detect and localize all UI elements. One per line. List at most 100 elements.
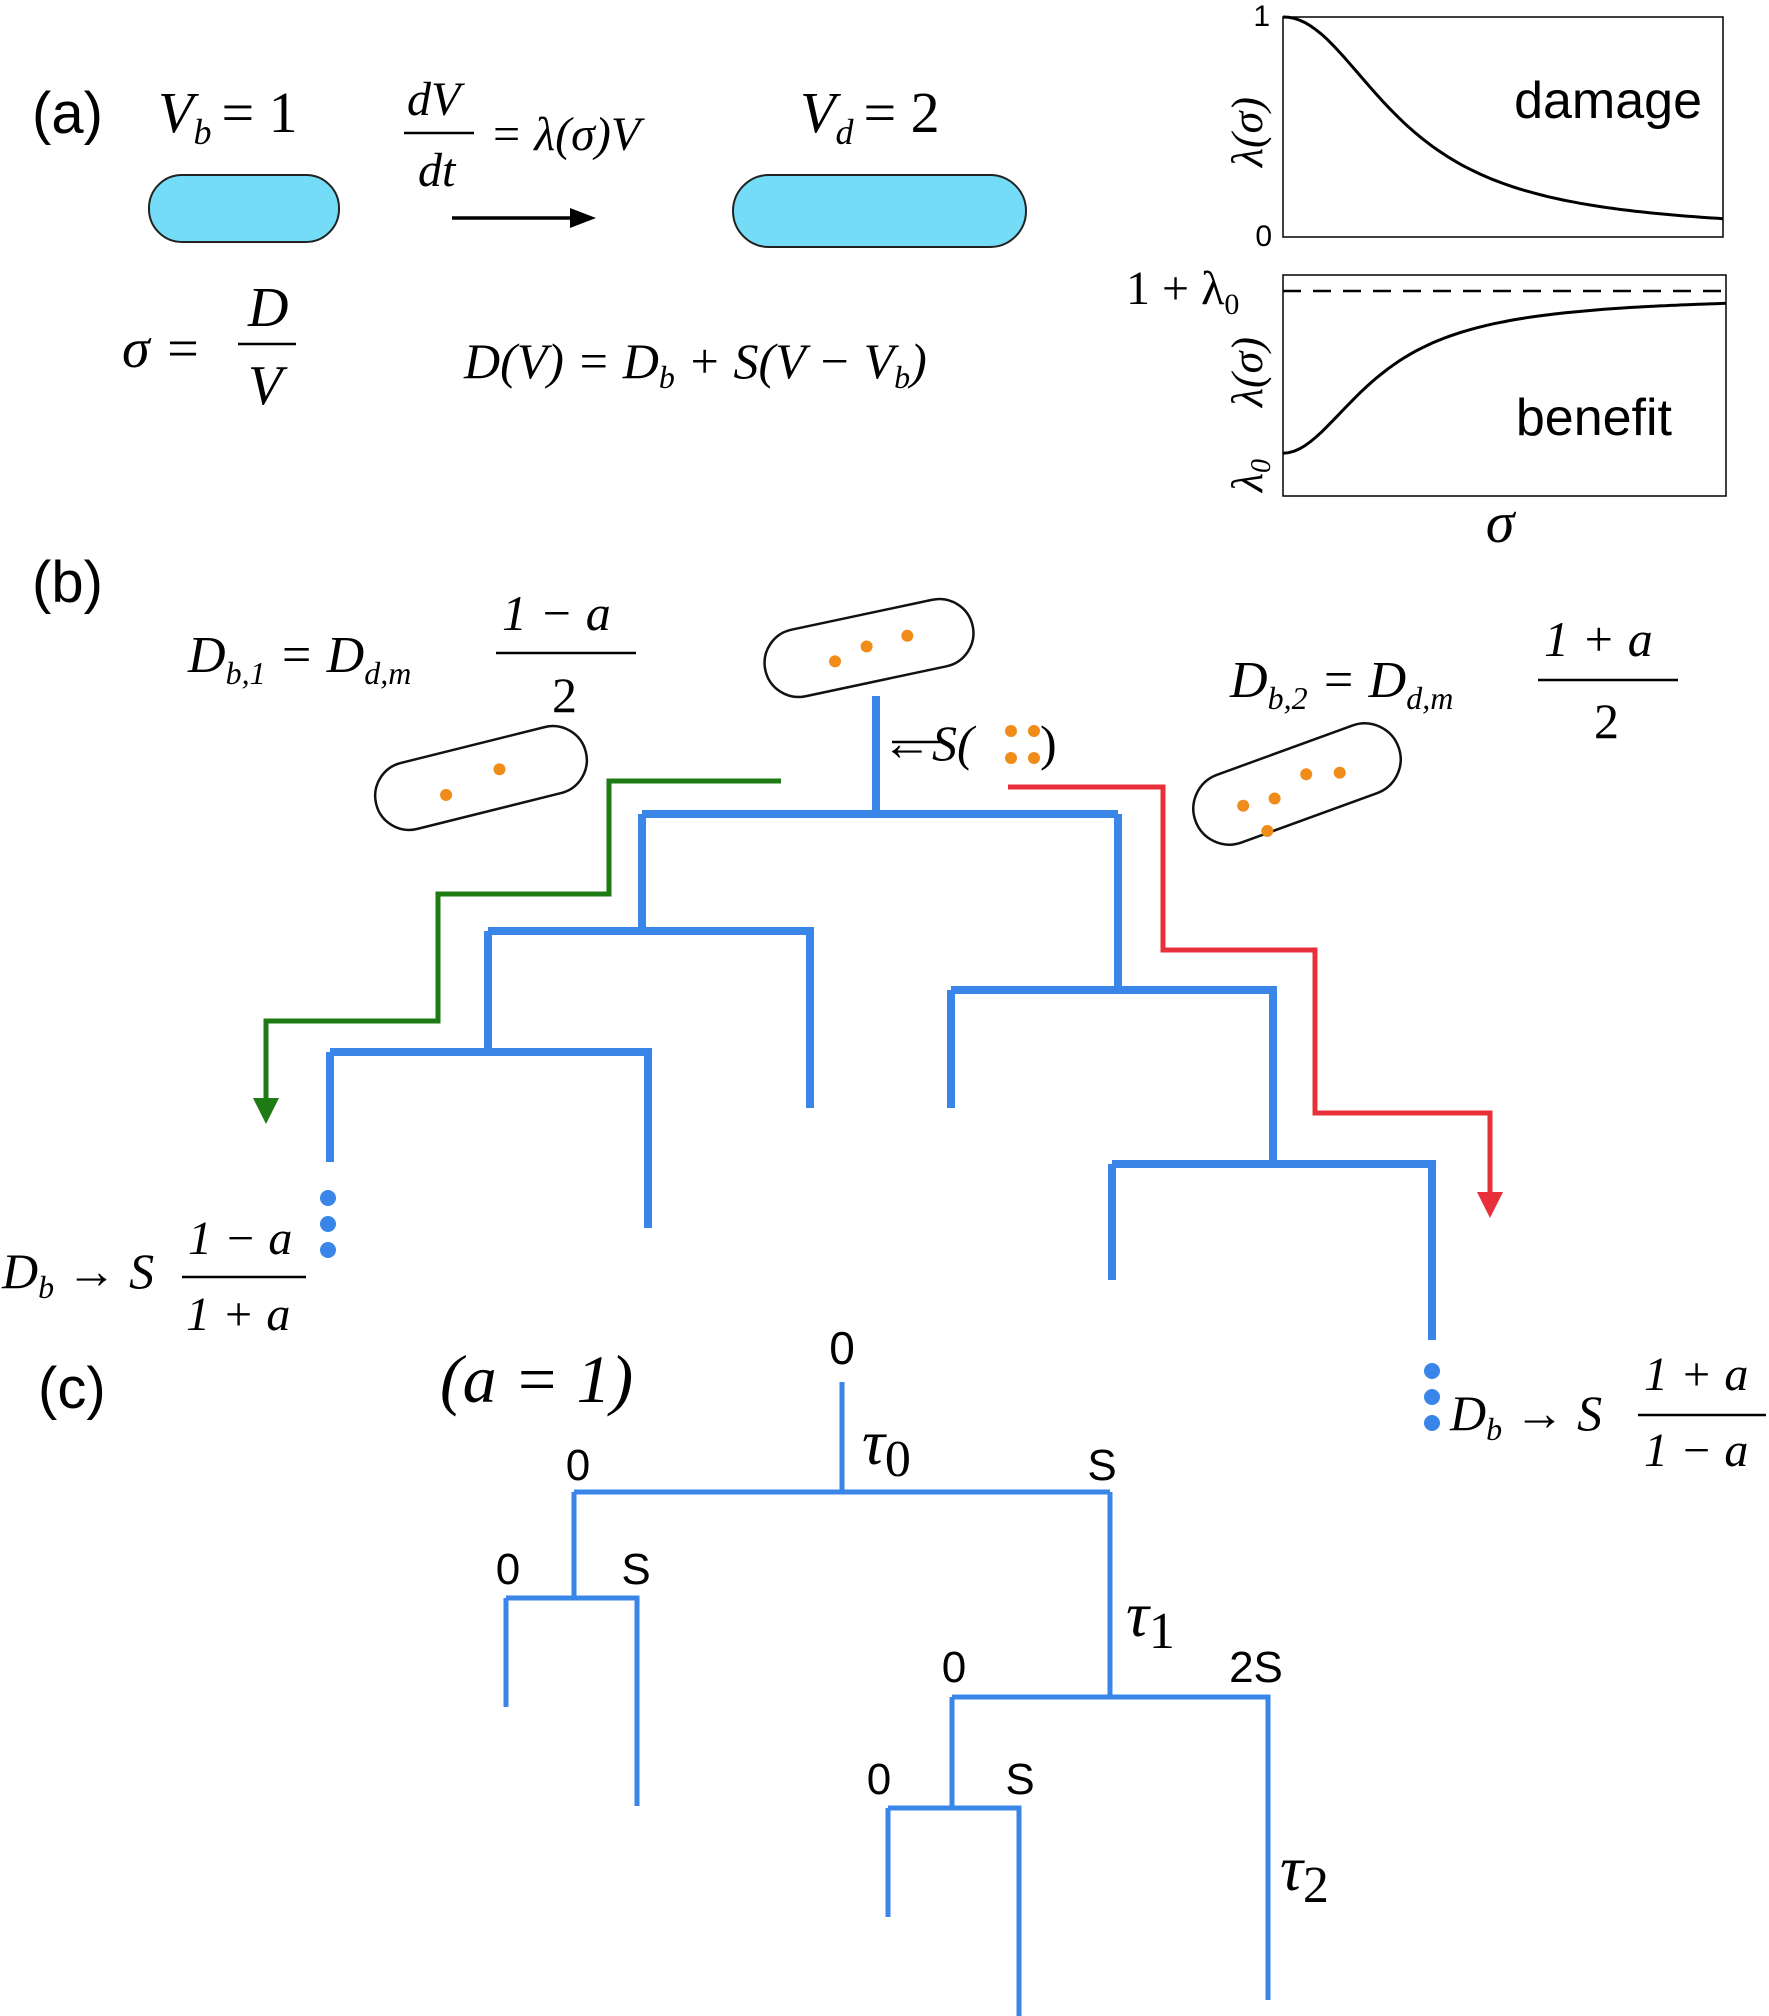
benefit-ytick-bottom: λ0 [1223, 459, 1277, 494]
limit-right-lhs: D [1449, 1385, 1486, 1441]
root-label: 0 [829, 1322, 855, 1374]
vd-equation: Vd = 2 [800, 80, 940, 152]
damage-plot: 1 0 λ(σ) damage [1223, 0, 1724, 253]
red-lineage-arrowhead [1477, 1192, 1503, 1218]
damage-ytick-top: 1 [1253, 0, 1270, 33]
db2-equation: Db,2 = Dd,m [1229, 652, 1453, 716]
tau1-label: τ1 [1126, 1579, 1175, 1660]
dv-eq: D(V) = D [463, 333, 659, 389]
panel-b-label: (b) [32, 550, 103, 615]
limit-right-den: 1 − a [1644, 1424, 1748, 1477]
dv-end: ) [907, 333, 927, 389]
green-lineage-path [263, 778, 781, 1105]
panel-a-label: (a) [32, 81, 103, 146]
large-cell [732, 174, 1027, 248]
tree-b [326, 696, 1436, 1340]
db2-den: 2 [1594, 693, 1619, 749]
s-label-open: ←S( [882, 715, 977, 771]
benefit-ytick-top: 1 + λ0 [1126, 262, 1239, 321]
l2a-left-label: 0 [496, 1545, 520, 1594]
tree-b-continuation-left [320, 1190, 336, 1258]
db1-equation: Db,1 = Dd,m [187, 627, 411, 691]
rate-num: dV [407, 73, 465, 126]
benefit-ytick-bottom-main: λ [1223, 473, 1272, 494]
vb-rhs: = 1 [221, 80, 297, 145]
rate-den: dt [418, 144, 457, 197]
damage-ytick-bottom: 0 [1255, 220, 1272, 253]
benefit-ytick-bottom-sub: 0 [1246, 459, 1277, 473]
db2-mid: = D [1308, 652, 1407, 709]
damage-curve [1282, 15, 1724, 221]
l1-right-label: S [1087, 1441, 1116, 1490]
limit-right-num: 1 + a [1644, 1348, 1748, 1401]
vd-sub: d [835, 112, 854, 152]
db1-sub: b,1 [226, 655, 266, 691]
db1-num: 1 − a [502, 585, 611, 641]
rate-rhs: = λ(σ)V [490, 108, 645, 161]
tau0: τ [862, 1407, 887, 1478]
benefit-ytick-top-main: 1 + λ [1126, 262, 1225, 315]
limit-left-den: 1 + a [186, 1288, 290, 1341]
dv-rest: + S(V − V [675, 333, 900, 389]
limit-left: Db → S [1, 1243, 154, 1305]
growth-arrow-head [570, 208, 596, 228]
db2-lhs: D [1229, 652, 1268, 709]
db1-lhs: D [187, 627, 226, 684]
small-cell [148, 174, 340, 243]
benefit-xlabel: σ [1486, 490, 1517, 555]
vb-sub: b [193, 112, 211, 152]
dv-sub: b [659, 359, 675, 395]
limit-left-lhs: D [1, 1243, 38, 1299]
sigma-den: V [248, 355, 288, 417]
tree-b-continuation-right [1424, 1363, 1440, 1431]
l2a-right-label: S [621, 1545, 650, 1594]
panel-a: (a) Vb = 1 σ = D V dV dt = λ(σ)V Vd = 2 D(… [32, 73, 1027, 417]
s-label-dots [1005, 725, 1040, 764]
tau2-label: τ2 [1280, 1833, 1329, 1914]
damage-label: damage [1514, 72, 1702, 130]
tau1-sub: 1 [1149, 1603, 1175, 1660]
l2b-right-label: 2S [1229, 1643, 1283, 1692]
limit-right-arrow: → S [1502, 1385, 1602, 1441]
l1-left-label: 0 [566, 1441, 590, 1490]
a-equals-one: (a = 1) [440, 1341, 633, 1417]
dv-sub-2: b [894, 359, 910, 395]
panel-b: (b) Db,1 = Dd,m 1 − a 2 Db,2 = Dd,m 1 + … [1, 550, 1766, 1477]
benefit-plot: 1 + λ0 λ(σ) λ0 benefit σ [1126, 262, 1727, 555]
s-label-close: ) [1040, 715, 1057, 771]
vb-equation: Vb = 1 [158, 80, 298, 152]
db1-sub2: d,m [364, 655, 411, 691]
panel-c: (c) (a = 1) 0 τ0 0 S 0 S τ1 0 2S 0 S [38, 1322, 1329, 2016]
limit-right-sub: b [1486, 1411, 1502, 1447]
l3-left-label: 0 [867, 1755, 891, 1804]
db1-mid: = D [266, 627, 365, 684]
red-lineage-path [1008, 784, 1493, 1198]
panel-c-label: (c) [38, 1356, 106, 1421]
damage-plot-frame [1282, 16, 1724, 238]
sigma-lhs: σ = [122, 318, 201, 380]
benefit-label: benefit [1516, 389, 1673, 447]
right-daughter-cell [1192, 722, 1402, 846]
sigma-num: D [247, 277, 288, 339]
limit-left-num: 1 − a [188, 1212, 292, 1265]
benefit-plot-frame [1282, 274, 1727, 497]
vd-rhs: = 2 [863, 80, 939, 145]
tau0-sub: 0 [885, 1431, 911, 1488]
db2-num: 1 + a [1544, 611, 1653, 667]
tau2: τ [1280, 1833, 1305, 1904]
l2b-left-label: 0 [942, 1643, 966, 1692]
benefit-ylabel: λ(σ) [1223, 337, 1272, 409]
damage-volume-equation: D(V) = Db + S(V − Vb) [463, 333, 927, 395]
tau1: τ [1126, 1579, 1151, 1650]
limit-left-sub: b [38, 1269, 54, 1305]
benefit-curve [1282, 301, 1727, 455]
vd-var: V [800, 80, 842, 145]
tau2-sub: 2 [1303, 1857, 1329, 1914]
mother-cell [763, 597, 975, 699]
damage-ylabel: λ(σ) [1223, 97, 1272, 169]
limit-right: Db → S [1449, 1385, 1602, 1447]
left-daughter-cell [373, 724, 589, 832]
db2-sub2: d,m [1406, 680, 1453, 716]
benefit-ytick-top-sub: 0 [1224, 288, 1239, 321]
